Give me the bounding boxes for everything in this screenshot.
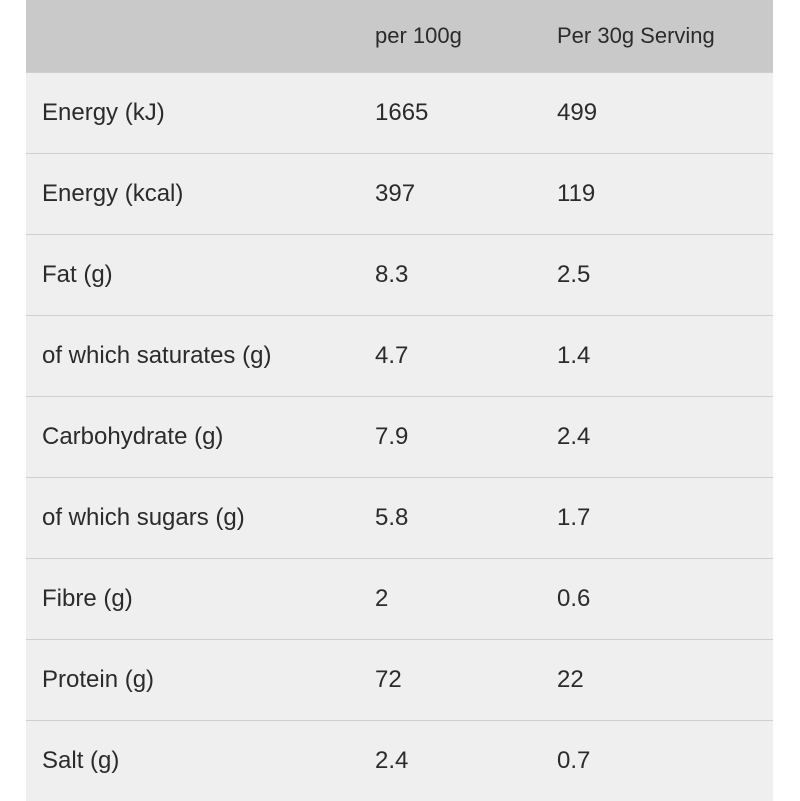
value-per-serving: 499 [557, 99, 598, 126]
table-header-row: per 100g Per 30g Serving [26, 0, 773, 72]
value-per-100g: 4.7 [375, 342, 409, 369]
table-row: Fibre (g) 2 0.6 [26, 558, 773, 639]
nutrient-name: Fat (g) [42, 261, 113, 288]
table-row: Protein (g) 72 22 [26, 639, 773, 720]
value-per-serving: 2.4 [557, 423, 591, 450]
value-per-100g: 8.3 [375, 261, 409, 288]
table-row: Energy (kcal) 397 119 [26, 153, 773, 234]
value-per-100g: 1665 [375, 99, 429, 126]
value-per-100g: 2.4 [375, 747, 409, 774]
table-row: Energy (kJ) 1665 499 [26, 72, 773, 153]
header-per-serving: Per 30g Serving [557, 23, 715, 48]
nutrient-name: of which saturates (g) [42, 342, 272, 369]
nutrient-name: Energy (kcal) [42, 180, 184, 207]
nutrient-name: Fibre (g) [42, 585, 133, 612]
header-per-100g: per 100g [375, 23, 462, 48]
nutrition-table: per 100g Per 30g Serving Energy (kJ) 166… [26, 0, 773, 801]
value-per-100g: 7.9 [375, 423, 409, 450]
value-per-100g: 2 [375, 585, 389, 612]
table-row: Salt (g) 2.4 0.7 [26, 720, 773, 801]
value-per-100g: 72 [375, 666, 402, 693]
nutrient-name: Protein (g) [42, 666, 155, 693]
value-per-serving: 1.7 [557, 504, 591, 531]
value-per-serving: 1.4 [557, 342, 591, 369]
value-per-serving: 0.6 [557, 585, 591, 612]
value-per-serving: 119 [557, 180, 596, 207]
table-row: of which saturates (g) 4.7 1.4 [26, 315, 773, 396]
nutrient-name: Salt (g) [42, 747, 120, 774]
value-per-100g: 5.8 [375, 504, 409, 531]
nutrient-name: of which sugars (g) [42, 504, 245, 531]
nutrient-name: Carbohydrate (g) [42, 423, 224, 450]
table-row: Fat (g) 8.3 2.5 [26, 234, 773, 315]
table-row: Carbohydrate (g) 7.9 2.4 [26, 396, 773, 477]
table-row: of which sugars (g) 5.8 1.7 [26, 477, 773, 558]
nutrient-name: Energy (kJ) [42, 99, 165, 126]
value-per-100g: 397 [375, 180, 416, 207]
value-per-serving: 0.7 [557, 747, 591, 774]
value-per-serving: 2.5 [557, 261, 591, 288]
value-per-serving: 22 [557, 666, 584, 693]
